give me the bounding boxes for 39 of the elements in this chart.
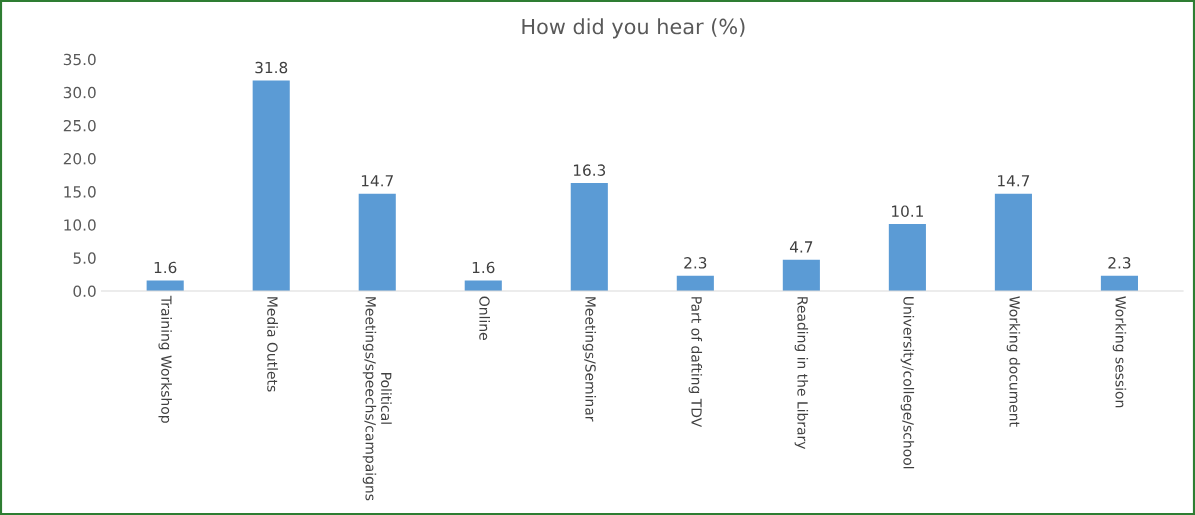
x-tick-label: Online <box>479 296 490 340</box>
y-tick-label: 15.0 <box>64 186 96 198</box>
bar <box>464 280 502 291</box>
x-tick-label: Working session <box>1112 296 1127 408</box>
bar <box>146 280 184 291</box>
bar <box>1100 275 1138 291</box>
data-label: 10.1 <box>892 205 923 217</box>
x-tick-label: Training Workshop <box>158 295 172 423</box>
data-label: 4.7 <box>789 241 813 253</box>
y-tick-label: 10.0 <box>64 219 96 231</box>
y-tick-label: 35.0 <box>63 53 96 66</box>
chart-title: How did you hear (%) <box>522 18 745 39</box>
bar <box>570 183 608 291</box>
bar <box>676 275 714 291</box>
data-label: 2.3 <box>684 257 707 269</box>
x-tick-label: Working document <box>1006 296 1021 427</box>
data-label: 14.7 <box>361 175 393 187</box>
bar <box>994 193 1032 291</box>
data-label: 1.6 <box>154 261 177 274</box>
y-tick-label: 5.0 <box>73 252 96 264</box>
data-label: 14.7 <box>998 175 1030 187</box>
bar <box>252 80 290 291</box>
data-label: 16.3 <box>573 164 606 176</box>
data-label: 2.3 <box>1108 257 1131 269</box>
bar <box>888 224 926 291</box>
y-tick-label: 20.0 <box>63 153 96 165</box>
data-label: 31.8 <box>255 61 288 74</box>
y-tick-label: 0.0 <box>73 285 96 297</box>
x-tick-label: Media Outlets <box>267 297 278 392</box>
x-tick-label: Meetings/Seminar <box>582 297 597 422</box>
x-tick-label: University/college/school <box>900 297 915 469</box>
y-tick-label: 25.0 <box>63 119 96 132</box>
data-label: 1.6 <box>472 261 495 274</box>
bar <box>358 193 396 291</box>
x-tick-label: Part of dafting TDV <box>688 297 703 428</box>
y-tick-label: 30.0 <box>63 86 96 99</box>
x-tick-label: Political Meetings/speechs/campaigns <box>362 297 392 501</box>
bar <box>782 259 820 291</box>
x-tick-label: Reading in the Library <box>794 297 809 450</box>
